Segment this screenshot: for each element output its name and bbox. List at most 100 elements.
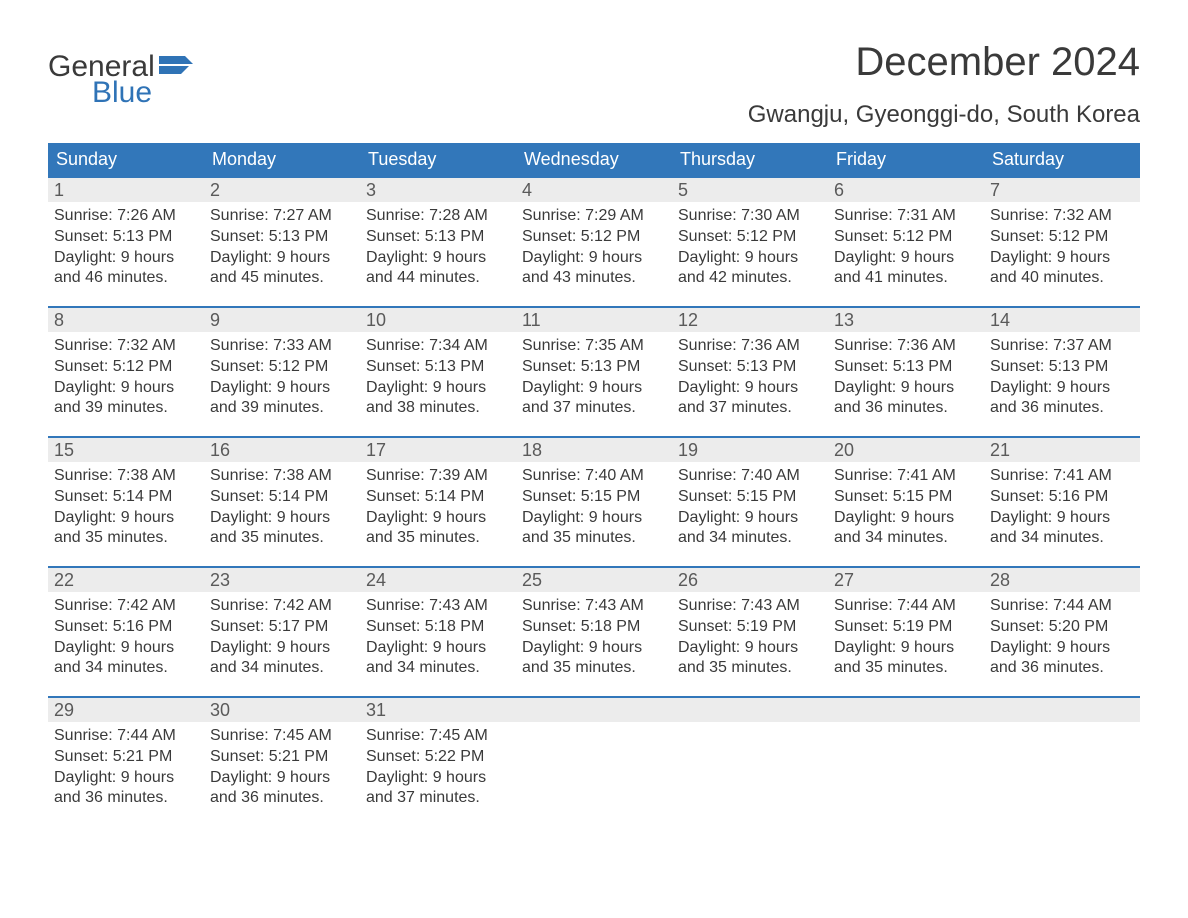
- daylight-line: and 36 minutes.: [990, 658, 1134, 679]
- weekday-label: Monday: [204, 143, 360, 176]
- sunrise-line: Sunrise: 7:43 AM: [522, 596, 666, 617]
- sunset-line: Sunset: 5:16 PM: [990, 487, 1134, 508]
- daylight-line: and 34 minutes.: [366, 658, 510, 679]
- sunrise-line: Sunrise: 7:29 AM: [522, 206, 666, 227]
- daylight-line: Daylight: 9 hours: [990, 638, 1134, 659]
- daylight-line: and 36 minutes.: [990, 398, 1134, 419]
- day-cell: 29Sunrise: 7:44 AMSunset: 5:21 PMDayligh…: [48, 698, 204, 826]
- week-row: 1Sunrise: 7:26 AMSunset: 5:13 PMDaylight…: [48, 176, 1140, 306]
- daylight-line: and 35 minutes.: [210, 528, 354, 549]
- day-number: 10: [360, 308, 516, 332]
- daylight-line: Daylight: 9 hours: [834, 508, 978, 529]
- week-row: 29Sunrise: 7:44 AMSunset: 5:21 PMDayligh…: [48, 696, 1140, 826]
- day-cell: 24Sunrise: 7:43 AMSunset: 5:18 PMDayligh…: [360, 568, 516, 696]
- daylight-line: and 34 minutes.: [210, 658, 354, 679]
- day-number: 25: [516, 568, 672, 592]
- sunset-line: Sunset: 5:18 PM: [366, 617, 510, 638]
- sunrise-line: Sunrise: 7:43 AM: [366, 596, 510, 617]
- day-cell: 11Sunrise: 7:35 AMSunset: 5:13 PMDayligh…: [516, 308, 672, 436]
- sunset-line: Sunset: 5:15 PM: [834, 487, 978, 508]
- day-details: Sunrise: 7:37 AMSunset: 5:13 PMDaylight:…: [984, 332, 1140, 419]
- daylight-line: Daylight: 9 hours: [834, 638, 978, 659]
- day-number: 31: [360, 698, 516, 722]
- day-details: Sunrise: 7:33 AMSunset: 5:12 PMDaylight:…: [204, 332, 360, 419]
- day-cell: 6Sunrise: 7:31 AMSunset: 5:12 PMDaylight…: [828, 178, 984, 306]
- daylight-line: Daylight: 9 hours: [54, 378, 198, 399]
- sunrise-line: Sunrise: 7:43 AM: [678, 596, 822, 617]
- day-number: [828, 698, 984, 722]
- day-details: Sunrise: 7:44 AMSunset: 5:19 PMDaylight:…: [828, 592, 984, 679]
- daylight-line: Daylight: 9 hours: [522, 378, 666, 399]
- day-number: 30: [204, 698, 360, 722]
- day-details: Sunrise: 7:42 AMSunset: 5:16 PMDaylight:…: [48, 592, 204, 679]
- day-details: Sunrise: 7:27 AMSunset: 5:13 PMDaylight:…: [204, 202, 360, 289]
- daylight-line: Daylight: 9 hours: [54, 248, 198, 269]
- sunrise-line: Sunrise: 7:30 AM: [678, 206, 822, 227]
- day-cell: [672, 698, 828, 826]
- daylight-line: and 35 minutes.: [522, 528, 666, 549]
- daylight-line: Daylight: 9 hours: [522, 638, 666, 659]
- day-number: 16: [204, 438, 360, 462]
- sunrise-line: Sunrise: 7:32 AM: [54, 336, 198, 357]
- daylight-line: and 41 minutes.: [834, 268, 978, 289]
- day-cell: 13Sunrise: 7:36 AMSunset: 5:13 PMDayligh…: [828, 308, 984, 436]
- daylight-line: Daylight: 9 hours: [210, 248, 354, 269]
- month-title: December 2024: [748, 40, 1140, 85]
- day-number: [984, 698, 1140, 722]
- daylight-line: and 39 minutes.: [210, 398, 354, 419]
- day-cell: 10Sunrise: 7:34 AMSunset: 5:13 PMDayligh…: [360, 308, 516, 436]
- day-details: Sunrise: 7:26 AMSunset: 5:13 PMDaylight:…: [48, 202, 204, 289]
- day-cell: 20Sunrise: 7:41 AMSunset: 5:15 PMDayligh…: [828, 438, 984, 566]
- daylight-line: and 38 minutes.: [366, 398, 510, 419]
- daylight-line: and 37 minutes.: [366, 788, 510, 809]
- day-number: 2: [204, 178, 360, 202]
- sunrise-line: Sunrise: 7:45 AM: [210, 726, 354, 747]
- day-details: Sunrise: 7:36 AMSunset: 5:13 PMDaylight:…: [828, 332, 984, 419]
- day-details: Sunrise: 7:41 AMSunset: 5:15 PMDaylight:…: [828, 462, 984, 549]
- daylight-line: and 35 minutes.: [366, 528, 510, 549]
- sunrise-line: Sunrise: 7:27 AM: [210, 206, 354, 227]
- daylight-line: Daylight: 9 hours: [678, 378, 822, 399]
- day-cell: 2Sunrise: 7:27 AMSunset: 5:13 PMDaylight…: [204, 178, 360, 306]
- daylight-line: and 35 minutes.: [522, 658, 666, 679]
- day-number: 7: [984, 178, 1140, 202]
- sunset-line: Sunset: 5:13 PM: [522, 357, 666, 378]
- daylight-line: Daylight: 9 hours: [366, 248, 510, 269]
- daylight-line: Daylight: 9 hours: [990, 248, 1134, 269]
- sunrise-line: Sunrise: 7:38 AM: [54, 466, 198, 487]
- sunrise-line: Sunrise: 7:40 AM: [678, 466, 822, 487]
- day-number: 29: [48, 698, 204, 722]
- week-row: 8Sunrise: 7:32 AMSunset: 5:12 PMDaylight…: [48, 306, 1140, 436]
- day-cell: 3Sunrise: 7:28 AMSunset: 5:13 PMDaylight…: [360, 178, 516, 306]
- week-row: 15Sunrise: 7:38 AMSunset: 5:14 PMDayligh…: [48, 436, 1140, 566]
- day-cell: 21Sunrise: 7:41 AMSunset: 5:16 PMDayligh…: [984, 438, 1140, 566]
- sunrise-line: Sunrise: 7:28 AM: [366, 206, 510, 227]
- sunset-line: Sunset: 5:14 PM: [54, 487, 198, 508]
- sunset-line: Sunset: 5:13 PM: [990, 357, 1134, 378]
- logo: General Blue: [48, 50, 193, 110]
- day-cell: 5Sunrise: 7:30 AMSunset: 5:12 PMDaylight…: [672, 178, 828, 306]
- day-cell: 30Sunrise: 7:45 AMSunset: 5:21 PMDayligh…: [204, 698, 360, 826]
- sunset-line: Sunset: 5:13 PM: [834, 357, 978, 378]
- weekday-label: Wednesday: [516, 143, 672, 176]
- day-cell: 18Sunrise: 7:40 AMSunset: 5:15 PMDayligh…: [516, 438, 672, 566]
- day-details: Sunrise: 7:30 AMSunset: 5:12 PMDaylight:…: [672, 202, 828, 289]
- sunset-line: Sunset: 5:15 PM: [678, 487, 822, 508]
- day-details: Sunrise: 7:38 AMSunset: 5:14 PMDaylight:…: [48, 462, 204, 549]
- sunset-line: Sunset: 5:13 PM: [54, 227, 198, 248]
- daylight-line: and 46 minutes.: [54, 268, 198, 289]
- daylight-line: and 36 minutes.: [210, 788, 354, 809]
- day-number: 14: [984, 308, 1140, 332]
- daylight-line: Daylight: 9 hours: [210, 638, 354, 659]
- day-number: 3: [360, 178, 516, 202]
- day-details: Sunrise: 7:28 AMSunset: 5:13 PMDaylight:…: [360, 202, 516, 289]
- sunset-line: Sunset: 5:20 PM: [990, 617, 1134, 638]
- day-details: Sunrise: 7:43 AMSunset: 5:18 PMDaylight:…: [360, 592, 516, 679]
- weekday-label: Saturday: [984, 143, 1140, 176]
- daylight-line: and 34 minutes.: [990, 528, 1134, 549]
- day-details: Sunrise: 7:40 AMSunset: 5:15 PMDaylight:…: [516, 462, 672, 549]
- weekday-header: Sunday Monday Tuesday Wednesday Thursday…: [48, 143, 1140, 176]
- sunrise-line: Sunrise: 7:45 AM: [366, 726, 510, 747]
- day-cell: 19Sunrise: 7:40 AMSunset: 5:15 PMDayligh…: [672, 438, 828, 566]
- day-details: Sunrise: 7:44 AMSunset: 5:21 PMDaylight:…: [48, 722, 204, 809]
